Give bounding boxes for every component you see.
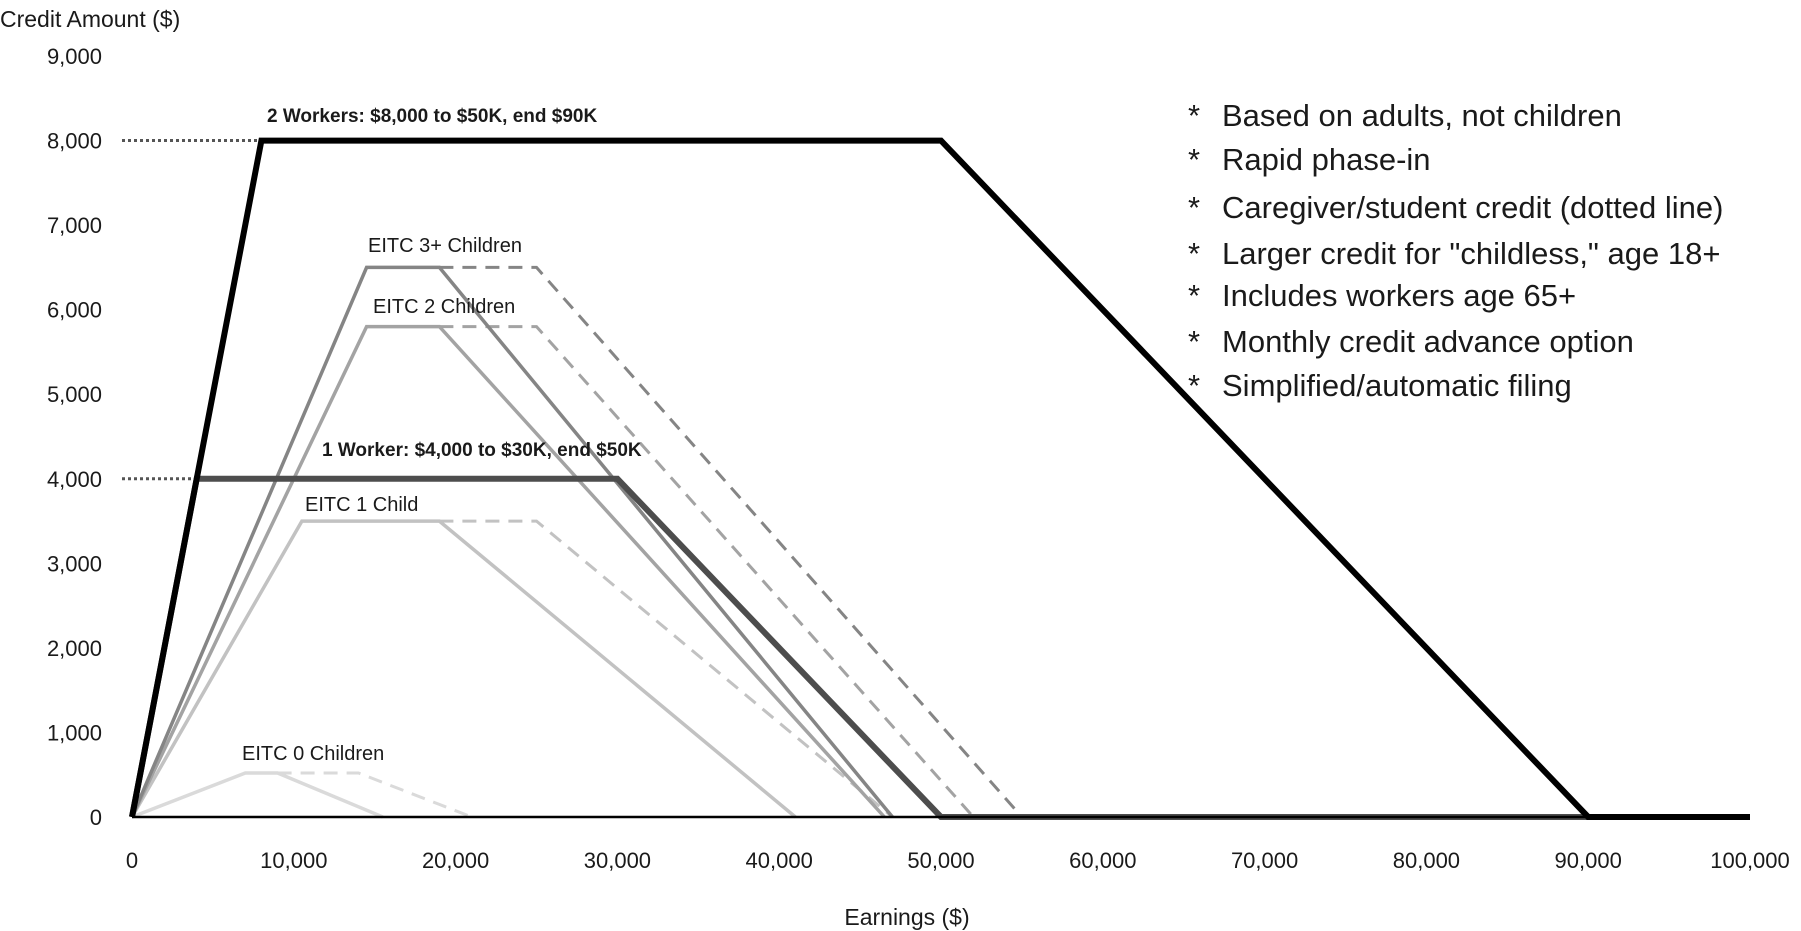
series-dashed-line <box>439 265 1024 818</box>
series-line <box>130 519 797 819</box>
x-tick-label: 90,000 <box>1555 848 1622 873</box>
series-line <box>131 771 384 819</box>
series-line <box>130 265 894 819</box>
series-dashed-line <box>439 325 975 818</box>
x-tick-label: 60,000 <box>1069 848 1136 873</box>
series-line <box>129 475 1750 820</box>
note-bullet: * <box>1188 142 1200 177</box>
y-tick-label: 0 <box>90 805 102 830</box>
y-tick-label: 8,000 <box>47 129 102 154</box>
dashed-extensions <box>277 265 1024 819</box>
note-text: Rapid phase-in <box>1222 142 1431 177</box>
note-text: Larger credit for "childless," age 18+ <box>1222 236 1720 271</box>
y-axis-title: Credit Amount ($) <box>0 6 180 32</box>
series-label: EITC 0 Children <box>242 743 384 765</box>
y-tick-label: 6,000 <box>47 298 102 323</box>
x-tick-label: 40,000 <box>746 848 813 873</box>
y-tick-label: 9,000 <box>47 44 102 69</box>
x-tick-label: 0 <box>126 848 138 873</box>
note-text: Includes workers age 65+ <box>1222 278 1576 313</box>
x-tick-label: 20,000 <box>422 848 489 873</box>
series-dashed-line <box>439 519 894 819</box>
series-label: EITC 3+ Children <box>368 235 522 257</box>
y-tick-label: 5,000 <box>47 382 102 407</box>
series-line <box>130 324 886 819</box>
note-bullet: * <box>1188 368 1200 403</box>
note-bullet: * <box>1188 98 1200 133</box>
y-tick-label: 7,000 <box>47 213 102 238</box>
y-tick-label: 4,000 <box>47 467 102 492</box>
x-tick-label: 10,000 <box>260 848 327 873</box>
series-dashed-line <box>277 771 473 819</box>
series-label: EITC 2 Children <box>373 296 515 318</box>
x-axis-title: Earnings ($) <box>844 904 969 930</box>
note-bullet: * <box>1188 324 1200 359</box>
y-tick-label: 1,000 <box>47 720 102 745</box>
x-tick-label: 70,000 <box>1231 848 1298 873</box>
x-tick-label: 100,000 <box>1710 848 1790 873</box>
caregiver-credit-lines <box>122 139 262 481</box>
note-bullet: * <box>1188 236 1200 271</box>
series-label: EITC 1 Child <box>305 494 418 516</box>
y-tick-label: 2,000 <box>47 636 102 661</box>
note-text: Simplified/automatic filing <box>1222 368 1572 403</box>
y-axis: 0 1,000 2,000 3,000 4,000 5,000 6,000 7,000 8,00… <box>47 44 102 830</box>
y-tick-label: 3,000 <box>47 551 102 576</box>
series-labels: 2 Workers: $8,000 to $50K, end $90K 1 Wor… <box>242 106 642 765</box>
x-axis: 0 10,000 20,000 30,000 40,000 50,000 60,000 70,… <box>126 848 1790 873</box>
note-text: Based on adults, not children <box>1222 98 1622 133</box>
series-label: 2 Workers: $8,000 to $50K, end $90K <box>267 106 597 127</box>
note-bullet: * <box>1188 190 1200 225</box>
x-tick-label: 30,000 <box>584 848 651 873</box>
note-text: Caregiver/student credit (dotted line) <box>1222 190 1723 225</box>
x-tick-label: 50,000 <box>907 848 974 873</box>
notes-list: * Based on adults, not children * Rapid pha… <box>1188 98 1723 403</box>
note-text: Monthly credit advance option <box>1222 324 1634 359</box>
series-label: 1 Worker: $4,000 to $30K, end $50K <box>322 440 642 461</box>
x-tick-label: 80,000 <box>1393 848 1460 873</box>
note-bullet: * <box>1188 278 1200 313</box>
